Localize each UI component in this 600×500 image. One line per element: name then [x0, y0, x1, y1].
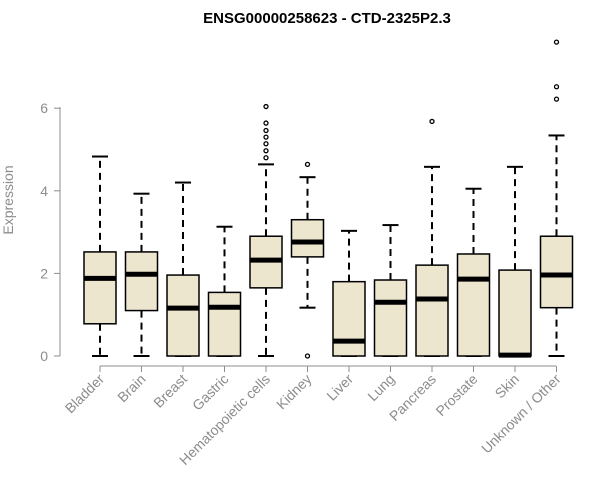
box-iqr [332, 280, 366, 357]
outlier-point [553, 96, 560, 102]
x-tick-label: Skin [492, 371, 523, 402]
box-lung [373, 224, 408, 357]
box-kidney [290, 161, 325, 359]
outlier-point [553, 39, 560, 45]
y-tick-label: 2 [40, 265, 48, 281]
box-iqr [498, 269, 532, 357]
x-tick-label: Breast [150, 371, 190, 411]
chart-title: ENSG00000258623 - CTD-2325P2.3 [203, 10, 451, 27]
y-axis-label: Expression [0, 165, 16, 234]
box-iqr [415, 264, 449, 357]
outlier-point [553, 84, 560, 90]
outlier-point [263, 148, 269, 154]
box-prostate [456, 187, 491, 357]
x-tick-label: Prostate [432, 371, 480, 419]
box-breast [166, 181, 200, 357]
box-hematopoietic-cells [249, 103, 283, 357]
outlier-point [304, 161, 311, 168]
y-axis-ticks: 0 2 4 6 [40, 100, 60, 364]
outlier-point [263, 141, 269, 147]
outlier-point [429, 118, 435, 125]
box-brain [124, 192, 159, 357]
box-iqr [83, 251, 117, 325]
y-tick-label: 0 [40, 348, 48, 364]
box-iqr [373, 279, 408, 357]
box-iqr [124, 251, 159, 312]
box-iqr [456, 253, 491, 357]
box-skin [498, 165, 532, 358]
outlier-point [263, 103, 269, 110]
x-tick-label: Lung [364, 371, 397, 404]
x-tick-label: Brain [114, 371, 148, 405]
y-tick-label: 6 [40, 100, 48, 116]
x-tick-label: Unknown / Other [478, 371, 564, 457]
box-iqr [290, 218, 325, 258]
outlier-point [304, 353, 311, 359]
x-tick-label: Bladder [62, 371, 108, 417]
box-bladder [83, 155, 117, 357]
box-liver [332, 229, 366, 357]
outlier-point [263, 120, 269, 126]
box-iqr [207, 291, 242, 357]
x-tick-label: Liver [323, 371, 356, 404]
box-unknown-other [539, 39, 574, 357]
box-pancreas [415, 118, 449, 357]
y-tick-label: 4 [40, 183, 48, 199]
outlier-point [263, 155, 269, 161]
boxplot-boxes [83, 39, 574, 359]
box-iqr [539, 235, 574, 309]
box-gastric [207, 225, 242, 357]
x-tick-label: Kidney [273, 371, 315, 413]
outlier-point [263, 134, 269, 140]
outlier-point [263, 127, 269, 134]
box-iqr [166, 274, 200, 357]
